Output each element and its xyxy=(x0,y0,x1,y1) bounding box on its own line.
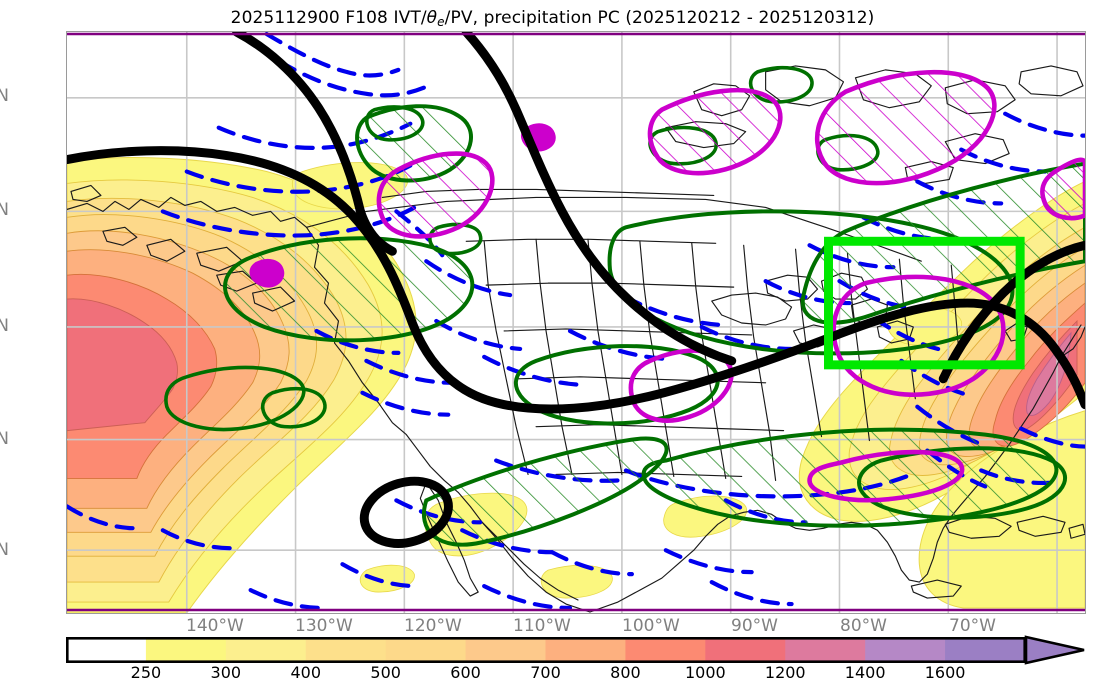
domain-boundary xyxy=(67,32,1085,612)
pv-contours xyxy=(67,32,1085,548)
verification-box xyxy=(824,236,1025,370)
title-fields: IVT/ xyxy=(393,8,427,28)
lat-tick-50n: 50°N xyxy=(0,200,9,220)
colorbar-ticklabels: 250 300 400 500 600 700 800 1000 1200 1400 1600 xyxy=(66,637,1086,697)
colorbar-tick-1600: 1600 xyxy=(924,663,966,682)
colorbar-segment-1 xyxy=(145,638,227,662)
lat-tick-60n: 60°N xyxy=(0,86,9,106)
ivt-colorbar[interactable] xyxy=(65,635,1086,665)
colorbar-segment-8 xyxy=(705,638,786,662)
colorbar-tick-500: 500 xyxy=(370,663,401,682)
title-lead: F108 xyxy=(345,8,388,28)
colorbar-segment-3 xyxy=(305,638,387,662)
colorbar-segment-11 xyxy=(945,638,1026,662)
colorbar-frame xyxy=(65,636,1027,663)
colorbar-tick-1400: 1400 xyxy=(844,663,886,682)
precip-pc-negative-regions xyxy=(249,69,1085,503)
colorbar-tick-300: 300 xyxy=(210,663,242,682)
colorbar-canvas xyxy=(65,635,1085,665)
map-plot-area[interactable] xyxy=(66,31,1086,614)
colorbar-tick-1200: 1200 xyxy=(764,663,806,682)
title-init-time: 2025112900 xyxy=(230,8,340,28)
colorbar-segment-2 xyxy=(225,638,307,662)
colorbar-segment-7 xyxy=(625,638,706,662)
page-title: 2025112900 F108 IVT/θe/PV, precipitation… xyxy=(0,8,1105,29)
colorbar-segment-10 xyxy=(865,638,946,662)
colorbar-tick-1000: 1000 xyxy=(684,663,726,682)
colorbar-tick-600: 600 xyxy=(450,663,481,682)
colorbar-segment-4 xyxy=(385,638,467,662)
colorbar-segment-5 xyxy=(465,638,547,662)
lat-tick-40n: 40°N xyxy=(0,316,9,336)
colorbar-segment-6 xyxy=(545,638,627,662)
map-canvas xyxy=(67,32,1085,613)
colorbar-tick-700: 700 xyxy=(530,663,561,682)
colorbar-tick-250: 250 xyxy=(130,663,162,682)
colorbar-segments xyxy=(66,638,1026,662)
title-theta-subscript: e xyxy=(437,15,445,29)
title-fields-2: /PV, precipitation PC xyxy=(444,8,620,28)
title-valid-window: (2025120212 - 2025120312) xyxy=(625,8,875,28)
title-theta-symbol: θ xyxy=(426,8,438,28)
colorbar-segment-9 xyxy=(785,638,866,662)
colorbar-tick-400: 400 xyxy=(290,663,322,682)
lat-tick-20n: 20°N xyxy=(0,540,9,560)
lat-tick-30n: 30°N xyxy=(0,429,9,449)
colorbar-segment-0 xyxy=(66,638,147,662)
colorbar-tick-800: 800 xyxy=(610,663,641,682)
